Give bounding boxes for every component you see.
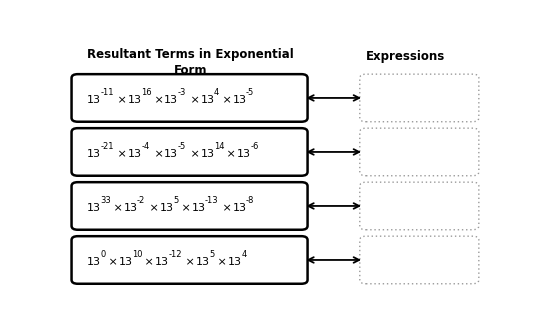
Text: -5: -5: [178, 142, 186, 151]
Text: 13: 13: [128, 149, 142, 159]
FancyBboxPatch shape: [72, 236, 308, 284]
Text: 5: 5: [210, 250, 215, 259]
Text: 13: 13: [128, 95, 142, 105]
Text: 13: 13: [232, 203, 246, 212]
Text: ×: ×: [182, 257, 199, 267]
Text: -3: -3: [178, 88, 186, 97]
Text: Resultant Terms in Exponential
Form: Resultant Terms in Exponential Form: [87, 48, 294, 77]
Text: 5: 5: [173, 196, 178, 205]
Text: 13: 13: [87, 203, 101, 212]
Text: -8: -8: [246, 196, 254, 205]
Text: 13: 13: [87, 257, 101, 267]
Text: -13: -13: [205, 196, 218, 205]
Text: ×: ×: [187, 95, 203, 105]
Text: 14: 14: [214, 142, 225, 151]
Text: 4: 4: [214, 88, 219, 97]
Text: ×: ×: [141, 257, 158, 267]
Text: 13: 13: [201, 95, 215, 105]
Text: 13: 13: [123, 203, 137, 212]
Text: 13: 13: [87, 149, 101, 159]
Text: -5: -5: [246, 88, 254, 97]
Text: ×: ×: [219, 95, 235, 105]
Text: ×: ×: [150, 95, 167, 105]
Text: ×: ×: [219, 203, 235, 212]
Text: ×: ×: [109, 203, 126, 212]
Text: -11: -11: [100, 88, 114, 97]
Text: ×: ×: [223, 149, 239, 159]
Text: 13: 13: [164, 95, 178, 105]
Text: 0: 0: [100, 250, 106, 259]
Text: 4: 4: [241, 250, 246, 259]
Text: 13: 13: [228, 257, 242, 267]
Text: -21: -21: [100, 142, 114, 151]
Text: ×: ×: [214, 257, 230, 267]
Text: -12: -12: [169, 250, 182, 259]
Text: 13: 13: [196, 257, 210, 267]
Text: 13: 13: [191, 203, 205, 212]
Text: ×: ×: [187, 149, 203, 159]
Text: -4: -4: [141, 142, 149, 151]
Text: 13: 13: [119, 257, 133, 267]
Text: 13: 13: [237, 149, 251, 159]
Text: 16: 16: [141, 88, 152, 97]
FancyBboxPatch shape: [72, 74, 308, 122]
Text: 10: 10: [132, 250, 143, 259]
FancyBboxPatch shape: [360, 74, 479, 122]
Text: 33: 33: [100, 196, 111, 205]
FancyBboxPatch shape: [360, 128, 479, 176]
Text: ×: ×: [150, 149, 167, 159]
FancyBboxPatch shape: [360, 236, 479, 284]
Text: 13: 13: [232, 95, 246, 105]
Text: ×: ×: [105, 257, 121, 267]
Text: 13: 13: [155, 257, 169, 267]
FancyBboxPatch shape: [360, 182, 479, 230]
Text: ×: ×: [146, 203, 162, 212]
Text: ×: ×: [178, 203, 194, 212]
Text: 13: 13: [87, 95, 101, 105]
Text: -2: -2: [137, 196, 145, 205]
Text: 13: 13: [201, 149, 215, 159]
Text: 13: 13: [164, 149, 178, 159]
Text: Expressions: Expressions: [366, 50, 445, 63]
FancyBboxPatch shape: [72, 182, 308, 230]
Text: -6: -6: [250, 142, 259, 151]
Text: 13: 13: [160, 203, 174, 212]
Text: ×: ×: [114, 95, 130, 105]
Text: ×: ×: [114, 149, 130, 159]
FancyBboxPatch shape: [72, 128, 308, 176]
